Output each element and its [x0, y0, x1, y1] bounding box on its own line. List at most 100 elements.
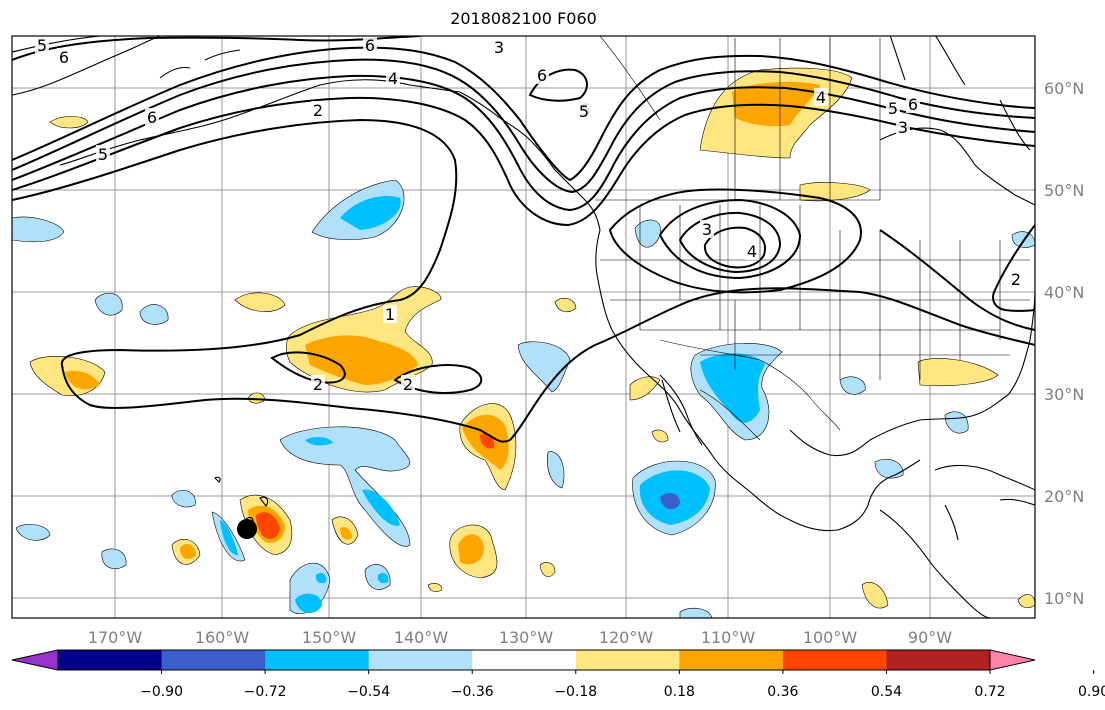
contour-label-bg	[535, 66, 549, 84]
fill-neg-deep-mexico	[660, 493, 680, 510]
lat-tick-label: 60°N	[1044, 79, 1084, 98]
lat-tick-label: 50°N	[1044, 181, 1084, 200]
contour-label-bg	[896, 118, 910, 136]
contour-label-bg	[577, 102, 591, 120]
contour-label-bg	[311, 375, 325, 393]
contour-label-bg	[814, 88, 828, 106]
fill-pos-north-central	[799, 182, 871, 202]
contour-label-bg	[386, 69, 400, 87]
colorbar-segment	[472, 650, 577, 670]
contour-label: 3	[702, 220, 712, 239]
map-frame	[11, 35, 1036, 619]
fill-neg-baja	[517, 341, 571, 393]
lon-tick-label: 120°W	[599, 628, 654, 647]
colorbar-segment	[265, 650, 370, 670]
contour-label-bg	[1009, 270, 1023, 288]
colorbar-extend-max	[989, 649, 1036, 671]
fill-pos-small-6	[651, 429, 669, 443]
colorbar-tick-label: 0.18	[664, 684, 695, 700]
fill-neg-texas	[839, 376, 866, 395]
map-title: 2018082100 F060	[450, 9, 597, 28]
colorbar-tick-label: 0.54	[871, 684, 902, 700]
contour-label-bg	[363, 36, 377, 54]
contour-label-bg	[145, 108, 159, 126]
colorbar-tick-label: −0.90	[140, 684, 183, 700]
colorbar-tick-label: 0.90	[1078, 684, 1105, 700]
fill-neg-small-2	[139, 304, 169, 325]
lon-tick-label: 110°W	[701, 628, 756, 647]
colorbar-segment	[368, 650, 473, 670]
fill-neg-core-small-2	[315, 572, 327, 584]
fill-pos-small-3	[427, 583, 443, 592]
coastlines	[12, 36, 1035, 618]
colorbar-extend-min	[11, 649, 59, 671]
colorbar	[11, 649, 1036, 671]
contour-label-bg	[57, 48, 71, 66]
fill-neg-core-south	[295, 593, 322, 614]
colorbar-tick-label: −0.54	[347, 684, 390, 700]
colorbar-tick-label: 0.72	[974, 684, 1005, 700]
lon-tick-label: 160°W	[195, 628, 250, 647]
lat-tick-label: 20°N	[1044, 487, 1084, 506]
map-panel	[12, 36, 1035, 618]
lon-tick-label: 90°W	[908, 628, 952, 647]
contour-label: 1	[385, 305, 395, 324]
contour-label: 4	[816, 88, 826, 107]
fill-pos-southeast	[917, 358, 999, 387]
colorbar-tick-label: 0.36	[767, 684, 798, 700]
contour-lines	[12, 36, 1035, 443]
fill-pos-core-small	[340, 527, 352, 540]
fill-pos-core-hawaii-2	[180, 544, 196, 560]
fill-neg-mexico-1	[547, 451, 565, 489]
fill-neg-far-west-2	[101, 548, 127, 569]
contour-label-bg	[492, 38, 506, 56]
lon-tick-label: 140°W	[394, 628, 449, 647]
fill-pos-small-5	[554, 297, 577, 313]
contour-label: 5	[98, 145, 108, 164]
contour-labels: 563646255653456341222	[35, 36, 1023, 394]
fill-neg-core-hawaii	[220, 520, 238, 556]
contour-label: 6	[908, 95, 918, 114]
contour-label: 4	[747, 242, 757, 261]
colorbar-segment	[58, 650, 163, 670]
contour-label: 5	[888, 99, 898, 118]
contour-label: 6	[365, 36, 375, 55]
colorbar-tick-label: −0.18	[554, 684, 597, 700]
contour-label: 2	[313, 101, 323, 120]
fill-neg-core-gulf	[340, 196, 401, 230]
fill-neg-core-small	[377, 572, 389, 584]
contour-label-bg	[35, 36, 49, 54]
contour-label-bg	[906, 95, 920, 113]
contour-label: 3	[494, 38, 504, 57]
fill-neg-core-trail-1	[305, 437, 333, 446]
contour-label: 3	[898, 118, 908, 137]
colorbar-segment	[782, 650, 887, 670]
fill-pos-se-small	[861, 582, 889, 609]
fill-neg-central-am	[679, 607, 713, 618]
contour-label-bg	[401, 375, 415, 393]
contour-label-bg	[311, 101, 325, 119]
fill-neg-south-2	[364, 564, 391, 590]
fill-neg-far-west-1	[15, 524, 51, 541]
fill-pos-core-canada	[732, 81, 820, 127]
fill-neg-core-trail-2	[362, 489, 400, 526]
lon-tick-label: 150°W	[302, 628, 357, 647]
contour-label: 2	[403, 375, 413, 394]
fill-pos-mexico	[629, 376, 661, 401]
fill-neg-caribbean	[874, 458, 904, 479]
lat-tick-label: 30°N	[1044, 385, 1084, 404]
colorbar-segment	[679, 650, 784, 670]
contour-label: 2	[1011, 270, 1021, 289]
lon-tick-label: 170°W	[88, 628, 143, 647]
storm-marker	[237, 519, 257, 539]
fill-pos-central	[234, 292, 286, 312]
fill-pos-core-south	[458, 534, 484, 565]
contour-label: 4	[388, 69, 398, 88]
contour-label-bg	[383, 305, 397, 323]
contour-label: 6	[537, 66, 547, 85]
contour-label: 5	[37, 36, 47, 55]
fill-neg-small-1	[94, 292, 123, 316]
contour-label-bg	[745, 242, 759, 260]
fill-pos-small-4	[539, 562, 556, 578]
